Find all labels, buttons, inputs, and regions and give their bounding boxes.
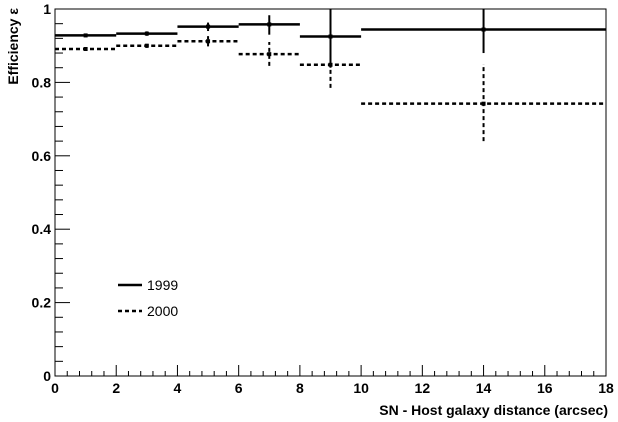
series-2000 <box>55 36 606 142</box>
x-tick-label: 18 <box>598 380 614 396</box>
y-tick-label: 1 <box>43 1 51 17</box>
data-point <box>83 47 88 52</box>
x-tick-label: 2 <box>112 380 120 396</box>
data-point <box>328 62 333 67</box>
x-tick-label: 14 <box>476 380 492 396</box>
series-layer <box>55 9 606 142</box>
data-point <box>481 101 486 106</box>
series-1999 <box>55 9 606 68</box>
x-tick-label: 0 <box>51 380 59 396</box>
data-point <box>83 33 88 38</box>
y-tick-label: 0.6 <box>32 148 52 164</box>
data-point <box>206 39 211 44</box>
legend-label-1999: 1999 <box>147 277 178 293</box>
x-tick-label: 4 <box>174 380 182 396</box>
x-tick-label: 16 <box>537 380 553 396</box>
data-point <box>267 52 272 57</box>
data-point <box>267 22 272 27</box>
x-axis-ticks: 0 2 4 6 8 10 12 14 16 18 <box>51 365 614 396</box>
y-tick-label: 0.8 <box>32 74 52 90</box>
x-axis-title: SN - Host galaxy distance (arcsec) <box>379 402 608 418</box>
data-point <box>328 34 333 39</box>
data-point <box>144 43 149 48</box>
data-point <box>481 27 486 32</box>
y-tick-label: 0.4 <box>32 221 52 237</box>
y-tick-label: 0.2 <box>32 295 52 311</box>
x-tick-label: 12 <box>415 380 431 396</box>
legend-label-2000: 2000 <box>147 303 178 319</box>
x-tick-label: 10 <box>353 380 369 396</box>
x-tick-label: 8 <box>296 380 304 396</box>
data-point <box>144 31 149 36</box>
legend: 1999 2000 <box>118 277 178 319</box>
data-point <box>206 24 211 29</box>
y-axis-ticks: 0 0.2 0.4 0.6 0.8 1 <box>32 1 70 384</box>
y-axis-title: Efficiency ε <box>5 8 21 85</box>
x-tick-label: 6 <box>235 380 243 396</box>
y-tick-label: 0 <box>43 368 51 384</box>
